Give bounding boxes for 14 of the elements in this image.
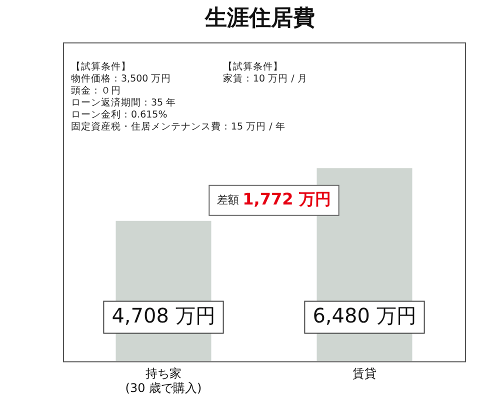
annotation: 【試算条件】 xyxy=(223,60,283,73)
x-tick-label: 持ち家 (30 歳で購入) xyxy=(125,366,202,395)
annotation: ローン返済期間：35 年 xyxy=(71,96,176,109)
annotation: ローン金利：0.615% xyxy=(71,108,168,121)
chart-title: 生涯住居費 xyxy=(204,6,315,31)
x-tick-label: 賃貸 xyxy=(352,366,376,381)
annotation: 物件価格：3,500 万円 xyxy=(71,72,172,85)
data-label: 4,708 万円 xyxy=(112,303,216,328)
annotation: 固定資産税・住居メンテナンス費：15 万円 / 年 xyxy=(71,120,286,133)
annotation: 差額 1,772 万円 xyxy=(217,190,331,209)
annotation: 頭金：０円 xyxy=(71,84,121,97)
data-label: 6,480 万円 xyxy=(312,303,416,328)
annotation: 家賃：10 万円 / 月 xyxy=(223,72,308,85)
annotation: 【試算条件】 xyxy=(71,60,131,73)
